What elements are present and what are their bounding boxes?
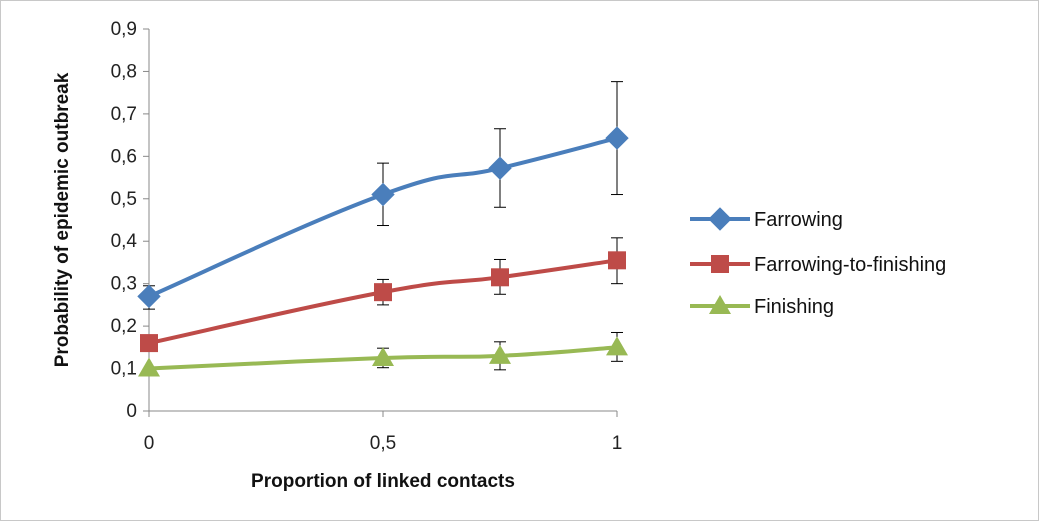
data-point-square <box>491 268 509 287</box>
data-point-diamond <box>371 182 395 207</box>
x-tick-label: 1 <box>612 433 623 454</box>
series-diamond <box>137 81 629 310</box>
legend-marker <box>709 295 731 314</box>
y-tick-label: 0,1 <box>111 359 137 380</box>
legend-marker <box>708 207 732 231</box>
series-square <box>140 237 626 353</box>
y-axis-title: Probability of epidemic outbreak <box>52 72 73 367</box>
y-tick-label: 0,6 <box>111 146 137 167</box>
y-tick-label: 0,5 <box>111 189 137 210</box>
series-triangle <box>138 331 628 377</box>
legend-label: Farrowing <box>754 209 843 231</box>
data-point-triangle <box>138 357 160 377</box>
data-point-square <box>374 283 392 302</box>
x-axis-title: Proportion of linked contacts <box>251 471 515 492</box>
series-line-diamond <box>148 136 618 299</box>
data-point-triangle <box>489 344 511 364</box>
data-point-diamond <box>137 284 161 309</box>
legend-marker <box>711 255 729 273</box>
legend-label: Finishing <box>754 296 834 318</box>
y-tick-label: 0,9 <box>111 19 137 40</box>
legend: Farrowing Farrowing-to-finishing Finishing <box>690 207 946 318</box>
data-point-triangle <box>372 346 394 366</box>
y-tick-label: 0,2 <box>111 316 137 337</box>
legend-item-square: Farrowing-to-finishing <box>690 254 946 276</box>
data-point-square <box>608 251 626 270</box>
data-point-triangle <box>606 336 628 356</box>
y-tick-label: 0 <box>126 401 137 422</box>
y-tick-label: 0,4 <box>111 231 138 252</box>
y-tick-labels: 0 0,1 0,2 0,3 0,4 0,5 0,6 0,7 0,8 0,9 <box>111 19 138 422</box>
x-tick-label: 0 <box>144 433 155 454</box>
legend-item-diamond: Farrowing <box>690 207 843 231</box>
x-tick-labels: 0 0,5 1 <box>144 433 623 454</box>
y-tick-label: 0,3 <box>111 274 137 295</box>
series-line-triangle <box>148 345 618 371</box>
data-point-diamond <box>488 156 512 180</box>
plot-area <box>137 81 629 377</box>
y-tick-label: 0,7 <box>111 104 137 125</box>
x-tick-label: 0,5 <box>370 433 396 454</box>
data-point-diamond <box>605 126 629 150</box>
legend-item-triangle: Finishing <box>690 295 834 318</box>
series-line-square <box>148 258 618 346</box>
data-point-square <box>140 334 158 353</box>
legend-label: Farrowing-to-finishing <box>754 254 946 276</box>
y-tick-label: 0,8 <box>111 61 137 82</box>
